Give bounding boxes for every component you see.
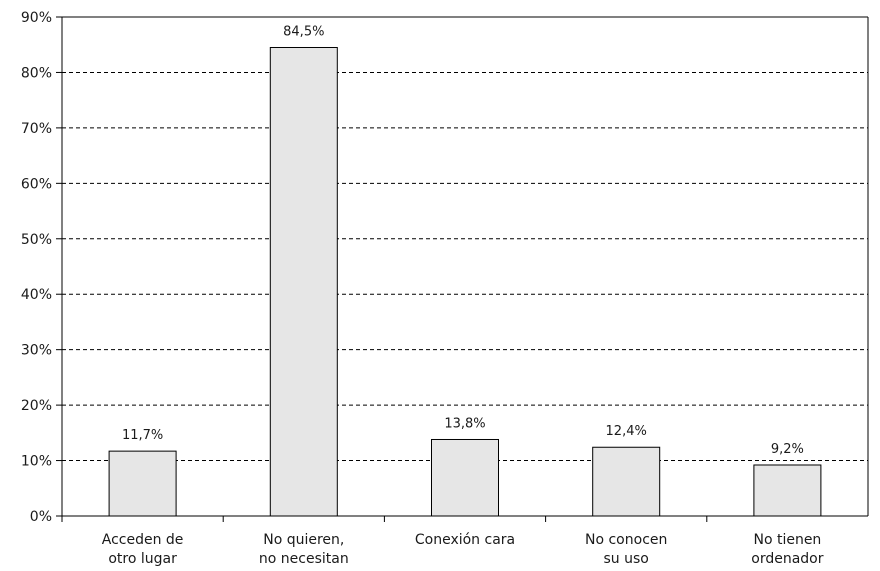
- bar: [592, 446, 661, 517]
- x-category-label-line: otro lugar: [108, 551, 177, 567]
- x-category-label: No quieren, no necesitan: [259, 532, 349, 567]
- bar-data-label: 11,7%: [122, 428, 163, 443]
- x-category-label-line: Conexión cara: [415, 532, 515, 548]
- gridlines: [62, 71, 868, 462]
- bar: [431, 438, 499, 517]
- y-tick-label: 90%: [21, 10, 52, 26]
- x-category-label: No tienen ordenador: [751, 532, 823, 567]
- y-tick-label: 10%: [21, 454, 52, 470]
- x-category-label: Conexión cara: [415, 532, 515, 548]
- bar-data-label: 12,4%: [606, 424, 647, 439]
- bar-data-label: 13,8%: [444, 416, 485, 431]
- x-category-label-line: ordenador: [751, 551, 823, 567]
- x-category-label-line: No tienen: [753, 532, 821, 548]
- x-category-label-line: No conocen: [585, 532, 667, 548]
- x-category-label-line: su uso: [604, 551, 649, 567]
- labels: 0% 10% 20% 30% 40% 50% 60% 70% 80% 90% 11,7% 84,5% 1…: [21, 10, 824, 567]
- y-tick-label: 30%: [21, 343, 52, 359]
- y-tick-label: 40%: [21, 287, 52, 303]
- axes: [56, 16, 869, 522]
- bar: [753, 464, 822, 517]
- x-category-label-line: no necesitan: [259, 551, 349, 567]
- y-tick-label: 70%: [21, 121, 52, 137]
- x-category-label-line: No quieren,: [263, 532, 344, 548]
- bar: [108, 450, 177, 517]
- y-tick-label: 50%: [21, 232, 52, 248]
- bar-data-label: 84,5%: [283, 24, 324, 39]
- bar: [269, 46, 338, 517]
- y-tick-label: 0%: [30, 509, 52, 525]
- bar-data-label: 9,2%: [771, 442, 804, 457]
- x-category-label-line: Acceden de: [102, 532, 184, 548]
- bars: [108, 46, 822, 517]
- y-tick-label: 80%: [21, 65, 52, 81]
- y-tick-label: 20%: [21, 398, 52, 414]
- x-category-label: No conocen su uso: [585, 532, 667, 567]
- x-category-label: Acceden de otro lugar: [102, 532, 184, 567]
- y-tick-label: 60%: [21, 176, 52, 192]
